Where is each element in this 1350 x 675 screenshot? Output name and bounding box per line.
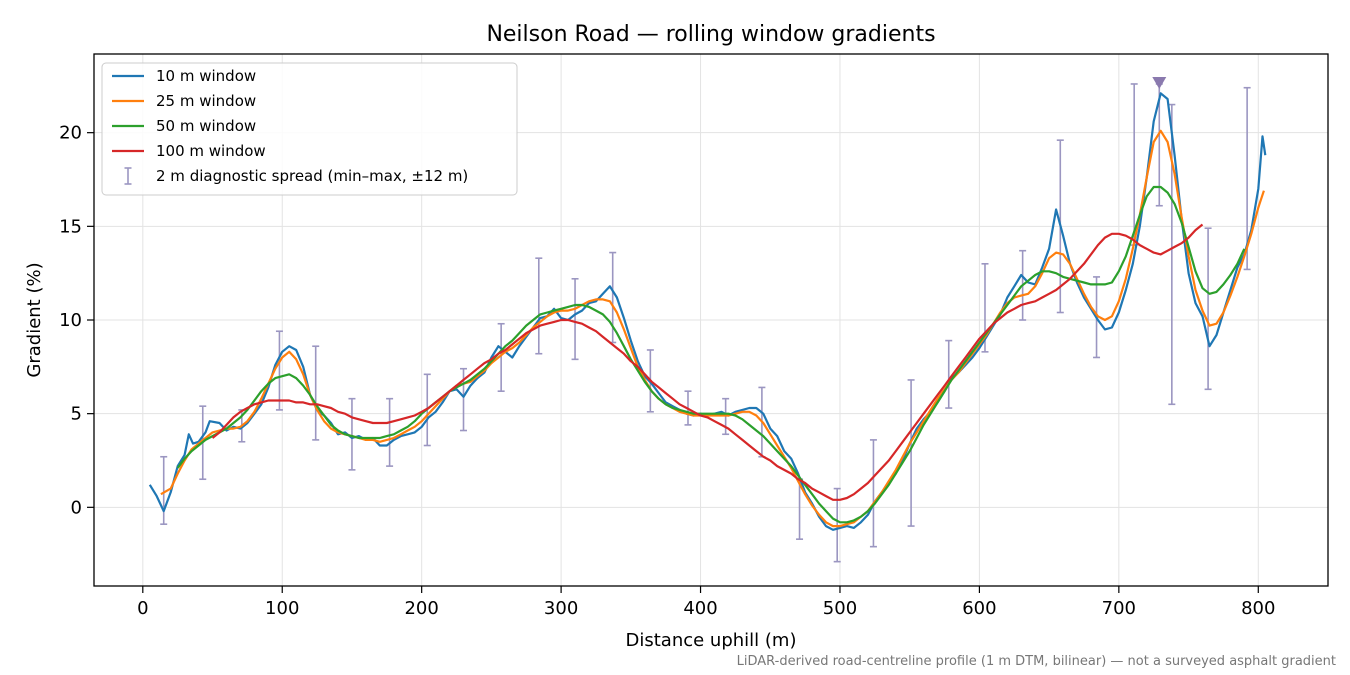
series-lines <box>148 92 1267 531</box>
x-tick-label: 600 <box>962 598 996 619</box>
y-tick-label: 20 <box>59 123 82 144</box>
x-tick-label: 200 <box>404 598 438 619</box>
x-tick-label: 500 <box>823 598 857 619</box>
diagnostic-spread-bars <box>160 83 1251 563</box>
footnote: LiDAR-derived road-centreline profile (1… <box>737 654 1336 669</box>
legend: 10 m window 25 m window 50 m window 100 m w… <box>101 62 518 196</box>
y-tick-label: 10 <box>59 310 82 331</box>
legend-label: 2 m diagnostic spread (min–max, ±12 m) <box>156 167 468 185</box>
x-tick-label: 100 <box>265 598 299 619</box>
x-axis-ticks: 0 100 200 300 400 500 600 700 800 <box>137 586 1275 619</box>
x-tick-label: 700 <box>1102 598 1136 619</box>
legend-label: 100 m window <box>156 142 266 160</box>
chart-title: Neilson Road — rolling window gradients <box>486 22 935 47</box>
legend-label: 25 m window <box>156 92 256 110</box>
x-tick-label: 300 <box>544 598 578 619</box>
y-tick-label: 5 <box>71 404 82 425</box>
y-tick-label: 15 <box>59 216 82 237</box>
y-axis-ticks: 0 5 10 15 20 <box>59 123 94 518</box>
y-tick-label: 0 <box>71 497 82 518</box>
plot-frame <box>93 53 1329 587</box>
x-tick-label: 400 <box>683 598 717 619</box>
series-line-3 <box>176 185 1246 524</box>
series-line-4 <box>211 223 1204 501</box>
x-tick-label: 800 <box>1241 598 1275 619</box>
legend-box <box>101 62 518 196</box>
y-axis-label: Gradient (%) <box>24 262 45 377</box>
x-axis-label: Distance uphill (m) <box>626 630 797 651</box>
x-tick-label: 0 <box>137 598 148 619</box>
peak-marker <box>1152 76 1167 89</box>
legend-label: 10 m window <box>156 67 256 85</box>
peak-marker-layer <box>1152 76 1167 89</box>
legend-label: 50 m window <box>156 117 256 135</box>
